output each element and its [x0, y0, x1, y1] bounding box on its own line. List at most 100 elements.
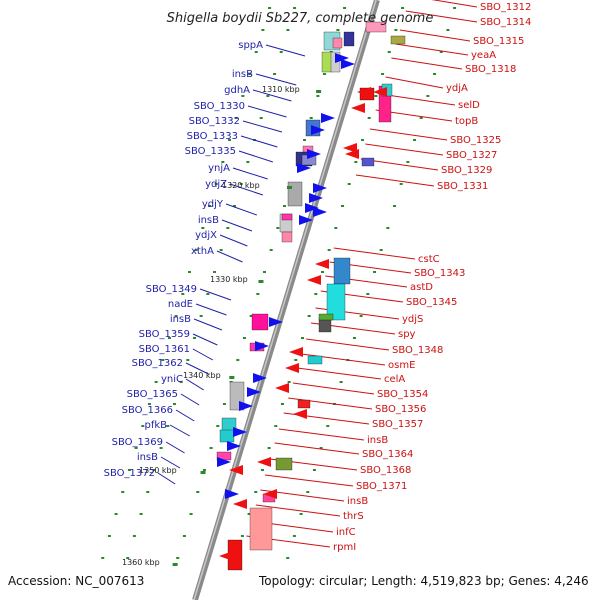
gene-label-left: insB [232, 69, 253, 80]
tick-dot [192, 337, 196, 339]
kbp-tick [286, 186, 292, 189]
gene-box [343, 31, 355, 47]
forward-gene-arrow [305, 203, 319, 213]
reverse-gene-arrow [229, 465, 243, 475]
tick-dot [294, 359, 298, 361]
tick-dot [274, 425, 278, 427]
gene-box [361, 157, 375, 167]
tick-dot [401, 7, 405, 9]
tick-dot [320, 271, 324, 273]
tick-dot [134, 447, 138, 449]
tick-dot [179, 381, 183, 383]
tick-dot [246, 161, 250, 163]
gene-features [216, 21, 406, 571]
tick-dot [127, 469, 131, 471]
accession-text: Accession: NC_007613 [8, 574, 144, 588]
kbp-labels: 1310 kbp 1320 kbp 1330 kbp 1340 kbp 1350 kbp… [122, 85, 322, 567]
gene-label-right: SBO_1314 [480, 17, 531, 28]
tick-dot [226, 227, 230, 229]
connector-left [185, 362, 209, 375]
tick-dot [361, 139, 365, 141]
gene-label-right: SBO_1371 [356, 481, 407, 492]
gene-label-left: SBO_1349 [146, 284, 197, 295]
gene-label-right: cstC [418, 254, 440, 265]
gene-label-left: gdhA [224, 85, 250, 96]
connector-right [380, 93, 456, 106]
gene-box [281, 231, 293, 243]
tick-dot [276, 227, 280, 229]
tick-dot [154, 381, 158, 383]
tick-dot [234, 117, 238, 119]
connector-left [221, 219, 253, 232]
tick-dot [372, 271, 376, 273]
gene-label-left: SBO_1366 [122, 405, 173, 416]
connector-right [333, 247, 416, 260]
reverse-gene-arrow [285, 363, 299, 373]
tick-dot [189, 513, 193, 515]
gene-label-right: yeaA [471, 50, 496, 61]
tick-dot [260, 469, 264, 471]
tick-dot [439, 51, 443, 53]
connector-right [297, 367, 382, 380]
tick-dot [283, 205, 287, 207]
tick-dot [267, 447, 271, 449]
tick-dot [219, 249, 223, 251]
connector-left [199, 288, 232, 301]
connector-right [278, 428, 365, 441]
tick-dot [339, 381, 343, 383]
connector-left [229, 183, 264, 196]
gene-labels: sppA insB gdhA SBO_1330 SBO_1332 SBO_1333 SBO_… [104, 2, 532, 553]
gene-label-right: SBO_1329 [441, 165, 492, 176]
tick-dot [199, 315, 203, 317]
forward-gene-arrow [299, 215, 313, 225]
tick-dot [194, 249, 198, 251]
tick-dot [386, 227, 390, 229]
forward-gene-arrow [335, 53, 349, 63]
genome-backbone [192, 0, 380, 600]
gene-label-right: astD [410, 282, 433, 293]
reverse-gene-arrow [343, 143, 357, 153]
gene-box [321, 51, 333, 73]
gene-label-left: SBO_1369 [112, 437, 163, 448]
tick-dot [399, 183, 403, 185]
tick-dot [242, 337, 246, 339]
kbp-tick [172, 563, 178, 566]
connector-left [157, 472, 176, 485]
tick-dot [413, 139, 417, 141]
connector-right [288, 397, 373, 410]
tick-dot [299, 513, 303, 515]
tick-dot [101, 557, 105, 559]
forward-gene-arrow [341, 59, 355, 69]
tick-dot [343, 7, 347, 9]
tick-dot [273, 73, 277, 75]
connector-right [385, 76, 444, 89]
connector-right [301, 353, 386, 366]
tick-dot [268, 7, 272, 9]
forward-gene-arrow [309, 193, 323, 203]
connector-right [405, 10, 478, 23]
tick-dot [176, 557, 180, 559]
forward-gene-arrow [225, 489, 239, 499]
tick-dot [239, 183, 243, 185]
tick-dot [446, 29, 450, 31]
tick-dot [206, 293, 210, 295]
gene-box [307, 355, 323, 365]
connector-left [169, 424, 190, 437]
kbp-tick [200, 471, 206, 474]
tick-dot [236, 359, 240, 361]
kbp-tick [316, 90, 322, 93]
gene-box [326, 283, 346, 321]
gene-box [333, 257, 351, 285]
forward-gene-arrow [255, 341, 269, 351]
connector-left [265, 44, 306, 57]
tick-dot [359, 315, 363, 317]
tick-dot [247, 513, 251, 515]
connector-left [192, 333, 218, 346]
gene-label-right: SBO_1356 [375, 404, 426, 415]
map-title: Shigella boydii Sb227, complete genome [167, 11, 434, 26]
tick-dot [196, 491, 200, 493]
tick-dot [381, 73, 385, 75]
tick-dot [314, 293, 318, 295]
tick-dot [240, 535, 244, 537]
